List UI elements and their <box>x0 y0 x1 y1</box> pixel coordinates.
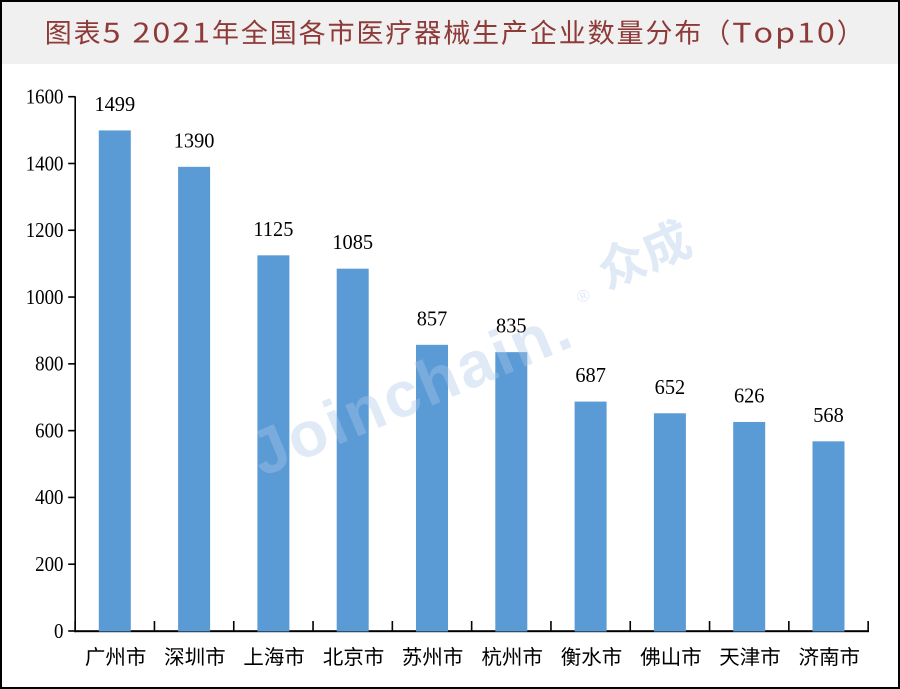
svg-text:835: 835 <box>496 315 527 337</box>
svg-text:0: 0 <box>54 620 63 643</box>
svg-text:600: 600 <box>35 420 63 443</box>
svg-text:800: 800 <box>35 353 63 376</box>
svg-text:400: 400 <box>35 486 63 509</box>
svg-text:1499: 1499 <box>94 94 135 116</box>
svg-text:626: 626 <box>734 385 765 407</box>
svg-text:1085: 1085 <box>332 232 373 254</box>
svg-text:1400: 1400 <box>26 152 64 175</box>
svg-text:687: 687 <box>575 365 606 387</box>
svg-text:1390: 1390 <box>174 130 215 152</box>
svg-text:1200: 1200 <box>26 219 64 242</box>
svg-text:857: 857 <box>417 308 448 330</box>
svg-text:1600: 1600 <box>26 86 64 109</box>
svg-text:652: 652 <box>655 377 686 399</box>
svg-text:200: 200 <box>35 553 63 576</box>
svg-text:1125: 1125 <box>253 219 293 241</box>
svg-text:568: 568 <box>813 405 844 427</box>
svg-text:1000: 1000 <box>26 286 64 309</box>
